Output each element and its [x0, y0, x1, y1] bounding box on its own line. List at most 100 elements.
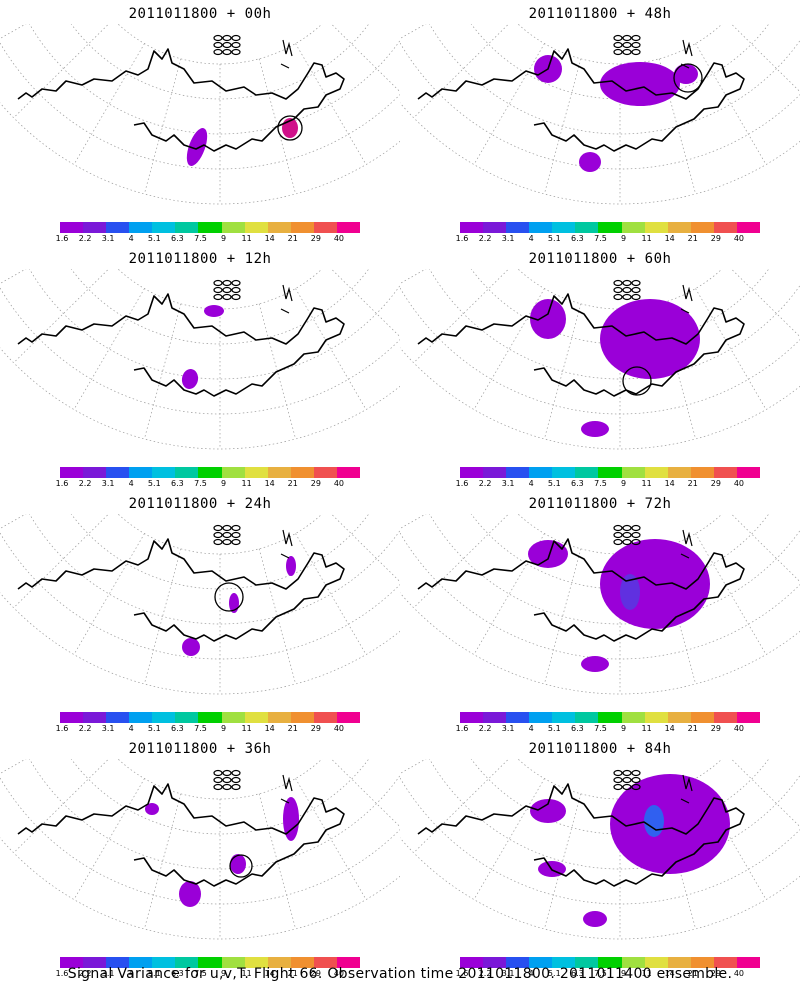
- polar-projection-map: [0, 514, 400, 695]
- observation-circle: [673, 63, 703, 93]
- colorbar-tick-label: 9: [220, 234, 227, 243]
- colorbar-swatch: [713, 957, 737, 968]
- colorbar-tick-label: 29: [310, 724, 321, 733]
- colorbar-tick-label: 14: [664, 724, 675, 733]
- colorbar-tick-label: 40: [333, 234, 345, 243]
- panel-title: 2011011800 + 24h: [128, 496, 272, 512]
- colorbar-swatch: [336, 467, 361, 478]
- colorbar-tick-label: 40: [333, 479, 345, 488]
- colorbar-tick-label: 1.6: [455, 969, 469, 978]
- colorbar-tick-label: 4: [128, 724, 134, 733]
- colorbar-tick-label: 29: [310, 969, 321, 978]
- colorbar-tick-label: 29: [310, 234, 321, 243]
- colorbar-swatch: [598, 712, 622, 723]
- arctic-islands: [613, 524, 693, 559]
- colorbar-tick-label: 40: [733, 969, 745, 978]
- colorbar-swatch: [313, 712, 337, 723]
- colorbar-swatch: [175, 222, 199, 233]
- colorbar-tick-label: 14: [264, 479, 275, 488]
- map-panel: 2011011800 + 60h 1.6 2.2 3.1 4 5.1 6.3 7.5 9 11 14…: [400, 245, 800, 490]
- colorbar-tick-label: 3.1: [501, 724, 515, 733]
- colorbar-swatch: [598, 467, 622, 478]
- colorbar-swatch: [267, 467, 291, 478]
- panel-title: 2011011800 + 60h: [528, 251, 672, 267]
- signal-region: [579, 152, 601, 172]
- signal-region: [186, 128, 208, 166]
- colorbar-tick-label: 5.1: [147, 724, 161, 733]
- colorbar-swatch: [244, 712, 268, 723]
- graticule: [0, 269, 400, 450]
- graticule: [0, 24, 400, 205]
- colorbar-labels: 1.6 2.2 3.1 4 5.1 6.3 7.5 9 11 14 21 29 40: [56, 234, 360, 244]
- colorbar-tick-label: 2.2: [478, 969, 492, 978]
- figure-caption: Signal Variance for u,v,T. Flight 66. Ob…: [67, 966, 733, 982]
- colorbar-swatch: [575, 467, 599, 478]
- colorbar-swatch: [736, 712, 761, 723]
- colorbar-swatch: [529, 222, 553, 233]
- colorbar-swatch: [60, 957, 84, 968]
- colorbar-tick-label: 4: [128, 234, 134, 243]
- colorbar-tick-label: 9: [620, 234, 627, 243]
- colorbar-tick-label: 1.6: [455, 234, 469, 243]
- colorbar-labels: 1.6 2.2 3.1 4 5.1 6.3 7.5 9 11 14 21 29 40: [56, 969, 360, 979]
- colorbar-tick-label: 3.1: [101, 969, 115, 978]
- colorbar-swatch: [152, 222, 176, 233]
- colorbar-swatch: [152, 957, 176, 968]
- colorbar-swatch: [667, 712, 691, 723]
- colorbar-swatch: [290, 467, 314, 478]
- colorbar-swatch: [529, 957, 553, 968]
- colorbar-swatch: [736, 957, 761, 968]
- colorbar-tick-label: 6.3: [171, 479, 184, 488]
- colorbar-tick-label: 6.3: [171, 969, 184, 978]
- colorbar-tick-label: 21: [287, 969, 298, 978]
- signal-region: [283, 797, 299, 841]
- colorbar-labels: 1.6 2.2 3.1 4 5.1 6.3 7.5 9 11 14 21 29 40: [56, 479, 360, 489]
- colorbar-swatch: [106, 712, 130, 723]
- graticule: [400, 24, 800, 205]
- colorbar-tick-label: 1.6: [55, 234, 69, 243]
- colorbar-labels: 1.6 2.2 3.1 4 5.1 6.3 7.5 9 11 14 21 29 40: [456, 479, 760, 489]
- map-panel: 2011011800 + 84h 1.6 2.2 3.1 4 5.1 6.3 7.5 9 11 14…: [400, 735, 800, 980]
- colorbar-tick-label: 5.1: [547, 969, 561, 978]
- signal-variance-shading: [530, 299, 700, 437]
- colorbar-tick-label: 3.1: [101, 724, 115, 733]
- colorbar-tick-label: 14: [264, 234, 275, 243]
- colorbar-swatch: [552, 957, 576, 968]
- observation-circle: [277, 115, 303, 141]
- colorbar-tick-label: 14: [264, 724, 275, 733]
- colorbar-swatch: [129, 712, 153, 723]
- colorbar-tick-label: 21: [687, 969, 698, 978]
- colorbar-swatch: [483, 712, 507, 723]
- polar-projection-map: [400, 759, 800, 940]
- colorbar-tick-label: 14: [664, 479, 675, 488]
- colorbar-swatch: [621, 467, 645, 478]
- colorbar-swatch: [175, 712, 199, 723]
- colorbar-tick-label: 9: [220, 479, 227, 488]
- observation-circle: [229, 854, 253, 878]
- colorbar-swatch: [506, 957, 530, 968]
- colorbar-tick-label: 1.6: [455, 724, 469, 733]
- colorbar: [60, 467, 361, 478]
- colorbar-swatch: [198, 467, 222, 478]
- colorbar-swatch: [713, 712, 737, 723]
- map-panel: 2011011800 + 00h 1.6 2.2 3.1 4 5.1 6.3 7.5 9 11 14…: [0, 0, 400, 245]
- colorbar-tick-label: 14: [264, 969, 275, 978]
- graticule: [0, 759, 400, 940]
- colorbar-tick-label: 11: [641, 234, 652, 243]
- colorbar-tick-label: 29: [710, 234, 721, 243]
- signal-variance-shading: [534, 55, 698, 172]
- colorbar-swatch: [313, 957, 337, 968]
- colorbar-swatch: [644, 222, 668, 233]
- colorbar-tick-label: 9: [620, 479, 627, 488]
- colorbar-swatch: [552, 712, 576, 723]
- colorbar-swatch: [106, 222, 130, 233]
- colorbar-swatch: [506, 222, 530, 233]
- colorbar-tick-label: 21: [687, 479, 698, 488]
- colorbar-tick-label: 40: [733, 479, 745, 488]
- coastline: [17, 538, 345, 642]
- panel-title: 2011011800 + 36h: [128, 741, 272, 757]
- colorbar-swatch: [575, 957, 599, 968]
- colorbar-tick-label: 2.2: [78, 479, 92, 488]
- signal-region: [530, 799, 566, 823]
- colorbar-swatch: [598, 957, 622, 968]
